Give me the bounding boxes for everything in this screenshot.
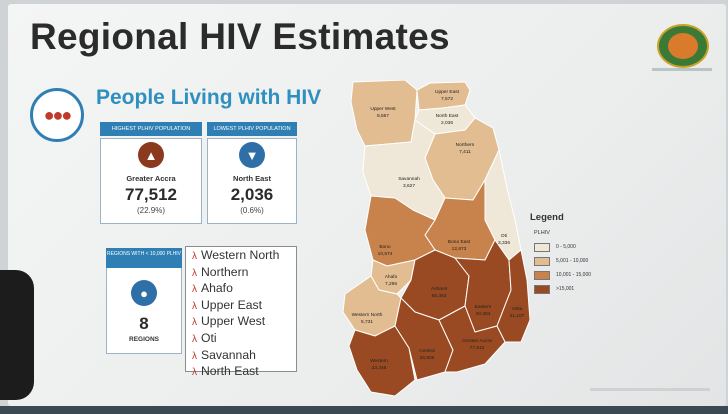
map-value-oti: 3,336 [498,240,510,246]
map-value-western: 23,346 [372,365,387,371]
highest-region-label: Greater Accra [126,174,176,183]
red-ribbon-icon: λ [192,284,197,296]
list-item: λ Upper West [192,314,296,331]
list-item: λ Northern [192,265,296,282]
legend-item: 5,001 - 10,000 [534,256,588,266]
map-label-bono-east: Bono East [448,239,471,245]
map-label-ahafo: Ahafo [385,274,398,280]
map-value-savannah: 3,627 [403,183,415,189]
map-value-eastern: 40,394 [476,311,491,317]
highest-card-header: HIGHEST PLHIV POPULATION [100,122,202,136]
regions-card-header: REGIONS WITH < 10,000 PLHIV [106,248,182,268]
logo-caption [652,68,712,71]
map-value-upper-west: 8,567 [377,113,389,119]
map-value-ashanti: 56,363 [432,293,447,299]
ghana-regions-map: Upper West 8,567 Upper East 7,572 North … [342,80,530,397]
legend-subtitle: PLHIV [534,230,550,236]
highest-value: 77,512 [125,185,177,204]
ghana-aids-commission-logo [657,24,709,68]
legend-swatch [534,284,550,294]
map-value-volta: 21,107 [510,313,525,319]
bar-chart-icon: ▲ [138,142,164,168]
red-ribbon-icon: λ [192,300,197,312]
regions-count-label: REGIONS [129,336,159,343]
regions-count: 8 [139,314,149,333]
logo-emblem [668,33,698,59]
legend-label: 10,001 - 15,000 [556,272,592,278]
legend-swatch [534,270,550,280]
footnote [590,388,710,391]
legend-item: 10,001 - 15,000 [534,270,591,280]
page-title: Regional HIV Estimates [30,16,450,57]
list-item-label: North East [201,364,259,379]
map-label-north-east: North East [436,113,459,119]
map-value-western-north: 5,731 [361,319,373,325]
section-subtitle: People Living with HIV [96,86,322,109]
map-region-volta [496,249,530,343]
map-label-upper-east: Upper East [435,89,460,95]
legend-item: 0 - 5,000 [534,242,576,252]
map-value-bono-east: 12,873 [452,246,467,252]
people-group-icon: ●●● [30,88,84,142]
legend-swatch [534,256,550,266]
map-value-bono: 10,574 [378,251,393,257]
list-item-label: Savannah [201,347,256,362]
legend-label: 5,001 - 10,000 [556,258,589,264]
lowest-card-header: LOWEST PLHIV POPULATION [207,122,297,136]
map-label-volta: Volta [512,306,523,312]
legend-title: Legend [530,212,564,223]
legend-item: >15,001 [534,284,574,294]
list-item: λ Ahafo [192,281,296,298]
map-value-greater-accra: 77,512 [470,345,485,351]
map-label-western: Western [370,358,388,364]
map-value-north-east: 2,036 [441,120,453,126]
red-ribbon-icon: λ [192,367,197,379]
highest-percent: (22.9%) [136,206,165,215]
map-label-western-north: Western North [352,312,383,318]
list-item-label: Upper East [201,297,262,312]
people-group-icon-small: ● [131,280,157,306]
list-item-label: Upper West [201,314,266,329]
legend-label: >15,001 [556,286,575,292]
list-item-label: Oti [201,330,217,345]
map-label-northern: Northern [456,142,475,148]
list-item: λ Oti [192,331,296,348]
map-region-upper-west [350,80,418,147]
list-item: λ Western North [192,248,296,265]
list-item: λ Upper East [192,298,296,315]
lowest-value: 2,036 [230,185,274,204]
map-label-greater-accra: Greater Accra [462,338,492,344]
map-region-greater-accra [438,305,506,373]
red-ribbon-icon: λ [192,267,197,279]
bottom-strip [0,406,728,414]
map-label-central: Central [419,348,434,354]
map-label-savannah: Savannah [398,176,420,182]
legend-swatch [534,242,550,252]
map-label-upper-west: Upper West [370,106,396,112]
red-ribbon-icon: λ [192,251,197,262]
presenter-finger-overlay [0,270,34,400]
lowest-region-label: North East [233,174,271,183]
map-value-upper-east: 7,572 [441,96,453,102]
map-label-eastern: Eastern [475,304,492,310]
red-ribbon-icon: λ [192,317,197,329]
map-label-oti: Oti [501,233,507,239]
list-item-label: Ahafo [201,281,233,296]
list-item-label: Western North [201,248,280,262]
map-region-western [348,325,416,397]
map-label-ashanti: Ashanti [431,286,447,292]
map-label-bono: Bono [379,244,391,250]
regions-list: λ Western North λ Northern λ Ahafo λ Upper E… [185,246,297,378]
red-ribbon-icon: λ [192,333,197,345]
red-ribbon-icon: λ [192,350,197,362]
map-value-ahafo: 7,295 [385,281,397,287]
map-value-northern: 7,411 [459,149,471,155]
lowest-percent: (0.6%) [240,206,264,215]
list-item: λ North East [192,364,296,381]
legend-label: 0 - 5,000 [556,244,576,250]
list-item-label: Northern [201,264,249,279]
bar-chart-down-icon: ▼ [239,142,265,168]
list-item: λ Savannah [192,348,296,365]
map-value-central: 26,806 [420,355,435,361]
